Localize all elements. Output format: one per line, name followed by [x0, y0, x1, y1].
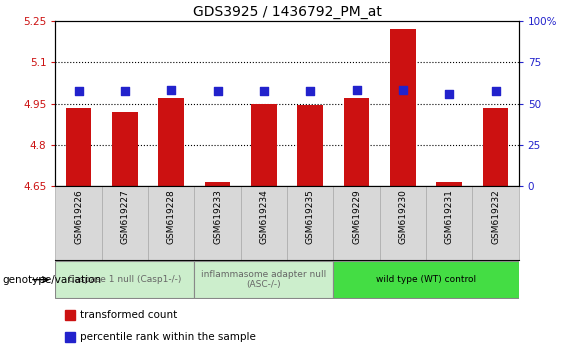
- Text: GSM619228: GSM619228: [167, 190, 176, 244]
- Text: GSM619233: GSM619233: [213, 190, 222, 245]
- Point: [398, 87, 407, 92]
- Bar: [64, 332, 75, 342]
- Bar: [344, 98, 370, 186]
- Text: GSM619226: GSM619226: [74, 190, 83, 244]
- Bar: [158, 98, 184, 186]
- Bar: [333, 186, 380, 260]
- Bar: [333, 261, 519, 298]
- Text: GSM619229: GSM619229: [352, 190, 361, 244]
- Bar: [390, 29, 416, 186]
- Point: [167, 87, 176, 92]
- Point: [213, 88, 222, 94]
- Bar: [194, 186, 241, 260]
- Bar: [297, 105, 323, 186]
- Text: wild type (WT) control: wild type (WT) control: [376, 275, 476, 284]
- Point: [306, 88, 315, 94]
- Bar: [112, 112, 138, 186]
- Point: [445, 92, 454, 97]
- Text: GSM619230: GSM619230: [398, 190, 407, 245]
- Point: [491, 88, 500, 94]
- Point: [74, 88, 83, 94]
- Bar: [102, 186, 148, 260]
- Text: transformed count: transformed count: [80, 310, 177, 320]
- Bar: [436, 182, 462, 186]
- Text: GSM619232: GSM619232: [491, 190, 500, 244]
- Title: GDS3925 / 1436792_PM_at: GDS3925 / 1436792_PM_at: [193, 5, 381, 19]
- Point: [352, 87, 361, 92]
- Text: Caspase 1 null (Casp1-/-): Caspase 1 null (Casp1-/-): [68, 275, 181, 284]
- Bar: [241, 186, 287, 260]
- Text: GSM619231: GSM619231: [445, 190, 454, 245]
- Text: GSM619235: GSM619235: [306, 190, 315, 245]
- Bar: [55, 186, 102, 260]
- Bar: [472, 186, 519, 260]
- Bar: [64, 310, 75, 320]
- Bar: [194, 261, 333, 298]
- Text: GSM619234: GSM619234: [259, 190, 268, 244]
- Text: GSM619227: GSM619227: [120, 190, 129, 244]
- Bar: [251, 104, 277, 186]
- Text: genotype/variation: genotype/variation: [3, 275, 102, 285]
- Point: [259, 88, 268, 94]
- Bar: [483, 108, 508, 186]
- Bar: [148, 186, 194, 260]
- Point: [120, 88, 129, 94]
- Bar: [55, 261, 194, 298]
- Bar: [426, 186, 472, 260]
- Bar: [287, 186, 333, 260]
- Bar: [380, 186, 426, 260]
- Text: inflammasome adapter null
(ASC-/-): inflammasome adapter null (ASC-/-): [201, 270, 327, 289]
- Bar: [205, 182, 231, 186]
- Text: percentile rank within the sample: percentile rank within the sample: [80, 332, 256, 342]
- Bar: [66, 108, 92, 186]
